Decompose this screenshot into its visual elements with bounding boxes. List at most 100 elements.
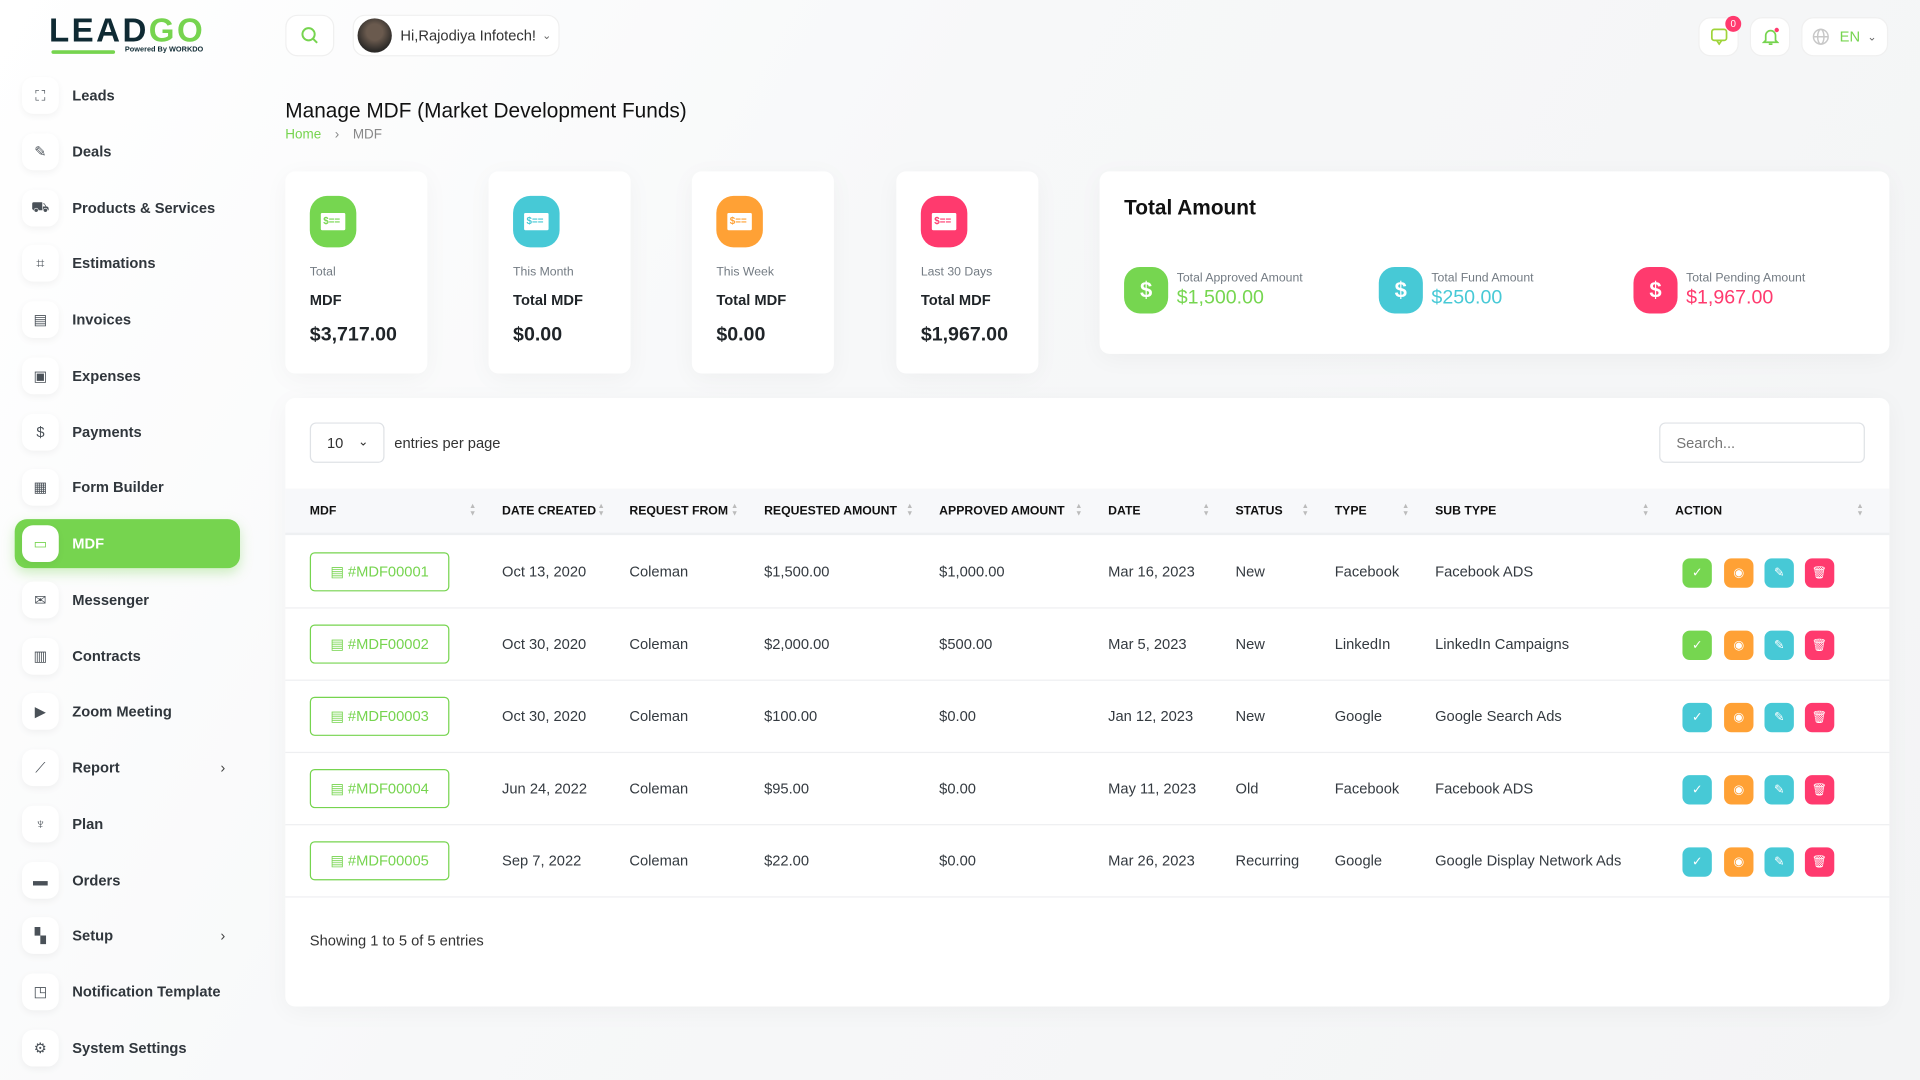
sidebar-item-estimations[interactable]: ⌗ Estimations xyxy=(15,239,240,288)
mdf-id-button[interactable]: ▤ #MDF00003 xyxy=(309,696,450,736)
sidebar-item-system-settings[interactable]: ⚙ System Settings xyxy=(15,1023,240,1072)
mdf-id-button[interactable]: ▤ #MDF00005 xyxy=(309,841,450,881)
sidebar-item-setup[interactable]: ▚ Setup › xyxy=(15,911,240,960)
chat-icon: ✉ xyxy=(22,581,59,619)
stat-card: $== This Week Total MDF $0.00 xyxy=(691,171,834,374)
table-cell: Coleman xyxy=(629,635,689,653)
stat-value: $0.00 xyxy=(716,324,766,346)
column-header[interactable]: TYPE xyxy=(1334,504,1367,518)
column-header[interactable]: STATUS xyxy=(1235,504,1283,518)
user-menu[interactable]: Hi,Rajodiya Infotech! ⌄ xyxy=(352,14,560,57)
approve-button[interactable]: ✓ xyxy=(1682,702,1712,733)
file-icon: ▤ xyxy=(330,707,345,725)
rocket-icon: ✎ xyxy=(22,133,59,170)
sidebar-item-orders[interactable]: ▬ Orders xyxy=(15,855,240,904)
pencil-icon: ✎ xyxy=(1774,710,1785,725)
approve-button[interactable]: ✓ xyxy=(1682,558,1712,588)
edit-button[interactable]: ✎ xyxy=(1764,630,1794,661)
column-header[interactable]: DATE xyxy=(1108,504,1141,518)
total-amount-item: $ Total Fund Amount $250.00 xyxy=(1378,266,1534,314)
column-header[interactable]: MDF xyxy=(309,504,337,518)
mdf-id-button[interactable]: ▤ #MDF00001 xyxy=(309,552,450,592)
sidebar-item-payments[interactable]: $ Payments xyxy=(15,407,240,456)
column-header[interactable]: REQUEST FROM xyxy=(629,504,729,518)
brand-logo[interactable]: LEADGO Powered By WORKDO xyxy=(48,12,206,54)
view-button[interactable]: ◉ xyxy=(1724,847,1754,877)
sidebar-item-leads[interactable]: ⛶ Leads xyxy=(15,71,240,120)
search-button[interactable] xyxy=(285,14,335,57)
sidebar-item-messenger[interactable]: ✉ Messenger xyxy=(15,575,240,624)
delete-button[interactable]: 🗑 xyxy=(1804,775,1835,805)
mdf-id: #MDF00004 xyxy=(347,780,429,798)
sidebar-item-notification-template[interactable]: ◳ Notification Template xyxy=(15,967,240,1016)
column-header[interactable]: REQUESTED AMOUNT xyxy=(764,504,897,518)
view-button[interactable]: ◉ xyxy=(1724,702,1754,733)
cash-icon: ▭ xyxy=(22,525,59,563)
sidebar-item-plan[interactable]: ♆ Plan xyxy=(15,799,240,848)
table-cell: Facebook ADS xyxy=(1435,563,1534,581)
table-cell: New xyxy=(1235,563,1265,581)
sidebar-item-contracts[interactable]: ▥ Contracts xyxy=(15,631,240,680)
view-button[interactable]: ◉ xyxy=(1724,630,1754,661)
column-header[interactable]: ACTION xyxy=(1675,504,1723,518)
products-icon: ⛟ xyxy=(22,189,59,226)
message-icon xyxy=(1710,28,1727,46)
entries-per-page-select[interactable]: 10 ⌄ xyxy=(309,422,385,463)
sort-icon[interactable]: ▲ ▼ xyxy=(468,503,477,518)
check-circle-icon: ✓ xyxy=(1691,783,1703,797)
column-header[interactable]: APPROVED AMOUNT xyxy=(939,504,1065,518)
breadcrumb-home[interactable]: Home xyxy=(285,127,322,143)
sidebar-item-label: MDF xyxy=(72,535,105,553)
sidebar-item-form-builder[interactable]: ▦ Form Builder xyxy=(15,463,240,512)
breadcrumb: Home › MDF xyxy=(285,127,382,142)
table-cell: $0.00 xyxy=(939,852,976,870)
sort-icon[interactable]: ▲ ▼ xyxy=(731,503,739,518)
delete-button[interactable]: 🗑 xyxy=(1804,702,1835,733)
edit-button[interactable]: ✎ xyxy=(1764,702,1794,733)
delete-button[interactable]: 🗑 xyxy=(1804,558,1835,588)
mdf-id-button[interactable]: ▤ #MDF00004 xyxy=(309,768,450,809)
sort-icon[interactable]: ▲ ▼ xyxy=(597,503,605,518)
column-header[interactable]: SUB TYPE xyxy=(1435,504,1497,518)
sort-icon[interactable]: ▲ ▼ xyxy=(1642,503,1650,518)
trophy-icon: ♆ xyxy=(22,805,59,843)
table-cell: $1,500.00 xyxy=(764,563,830,581)
table-cell: Sep 7, 2022 xyxy=(502,852,582,870)
table-cell: Facebook ADS xyxy=(1435,780,1534,798)
sidebar-item-deals[interactable]: ✎ Deals xyxy=(15,127,240,176)
sort-icon[interactable]: ▲ ▼ xyxy=(1301,503,1309,518)
sort-icon[interactable]: ▲ ▼ xyxy=(906,503,914,518)
sidebar-item-mdf[interactable]: ▭ MDF xyxy=(14,519,241,569)
sort-icon[interactable]: ▲ ▼ xyxy=(1402,503,1410,518)
table-cell: Google Display Network Ads xyxy=(1435,852,1622,870)
sort-icon[interactable]: ▲ ▼ xyxy=(1075,503,1083,518)
total-amount-item: $ Total Approved Amount $1,500.00 xyxy=(1124,266,1303,314)
delete-button[interactable]: 🗑 xyxy=(1804,630,1835,661)
dollar-icon: $ xyxy=(1124,266,1169,314)
delete-button[interactable]: 🗑 xyxy=(1804,847,1835,877)
approve-button[interactable]: ✓ xyxy=(1682,775,1712,805)
edit-button[interactable]: ✎ xyxy=(1764,847,1794,877)
view-button[interactable]: ◉ xyxy=(1724,775,1754,805)
mdf-id-button[interactable]: ▤ #MDF00002 xyxy=(309,624,450,664)
approve-button[interactable]: ✓ xyxy=(1682,630,1712,661)
sort-icon[interactable]: ▲ ▼ xyxy=(1202,503,1210,518)
sidebar-item-invoices[interactable]: ▤ Invoices xyxy=(15,295,240,344)
invoice-icon: ▤ xyxy=(22,301,59,338)
column-header[interactable]: DATE CREATED xyxy=(502,504,597,518)
edit-button[interactable]: ✎ xyxy=(1764,558,1794,588)
approve-button[interactable]: ✓ xyxy=(1682,847,1712,877)
check-circle-icon: ✓ xyxy=(1691,566,1703,580)
view-button[interactable]: ◉ xyxy=(1724,558,1754,588)
sort-icon[interactable]: ▲ ▼ xyxy=(1856,503,1864,518)
sidebar-item-report[interactable]: ⟋ Report › xyxy=(15,743,240,792)
table-cell: Facebook xyxy=(1334,780,1400,798)
sidebar-item-products-services[interactable]: ⛟ Products & Services xyxy=(15,183,240,232)
messages-button[interactable]: 0 xyxy=(1698,15,1742,57)
sidebar-item-expenses[interactable]: ▣ Expenses xyxy=(15,351,240,400)
search-input[interactable] xyxy=(1659,422,1865,463)
sidebar-item-zoom-meeting[interactable]: ▶ Zoom Meeting xyxy=(15,687,240,736)
notifications-button[interactable] xyxy=(1749,17,1791,57)
edit-button[interactable]: ✎ xyxy=(1764,775,1794,805)
language-selector[interactable]: EN ⌄ xyxy=(1801,17,1889,57)
